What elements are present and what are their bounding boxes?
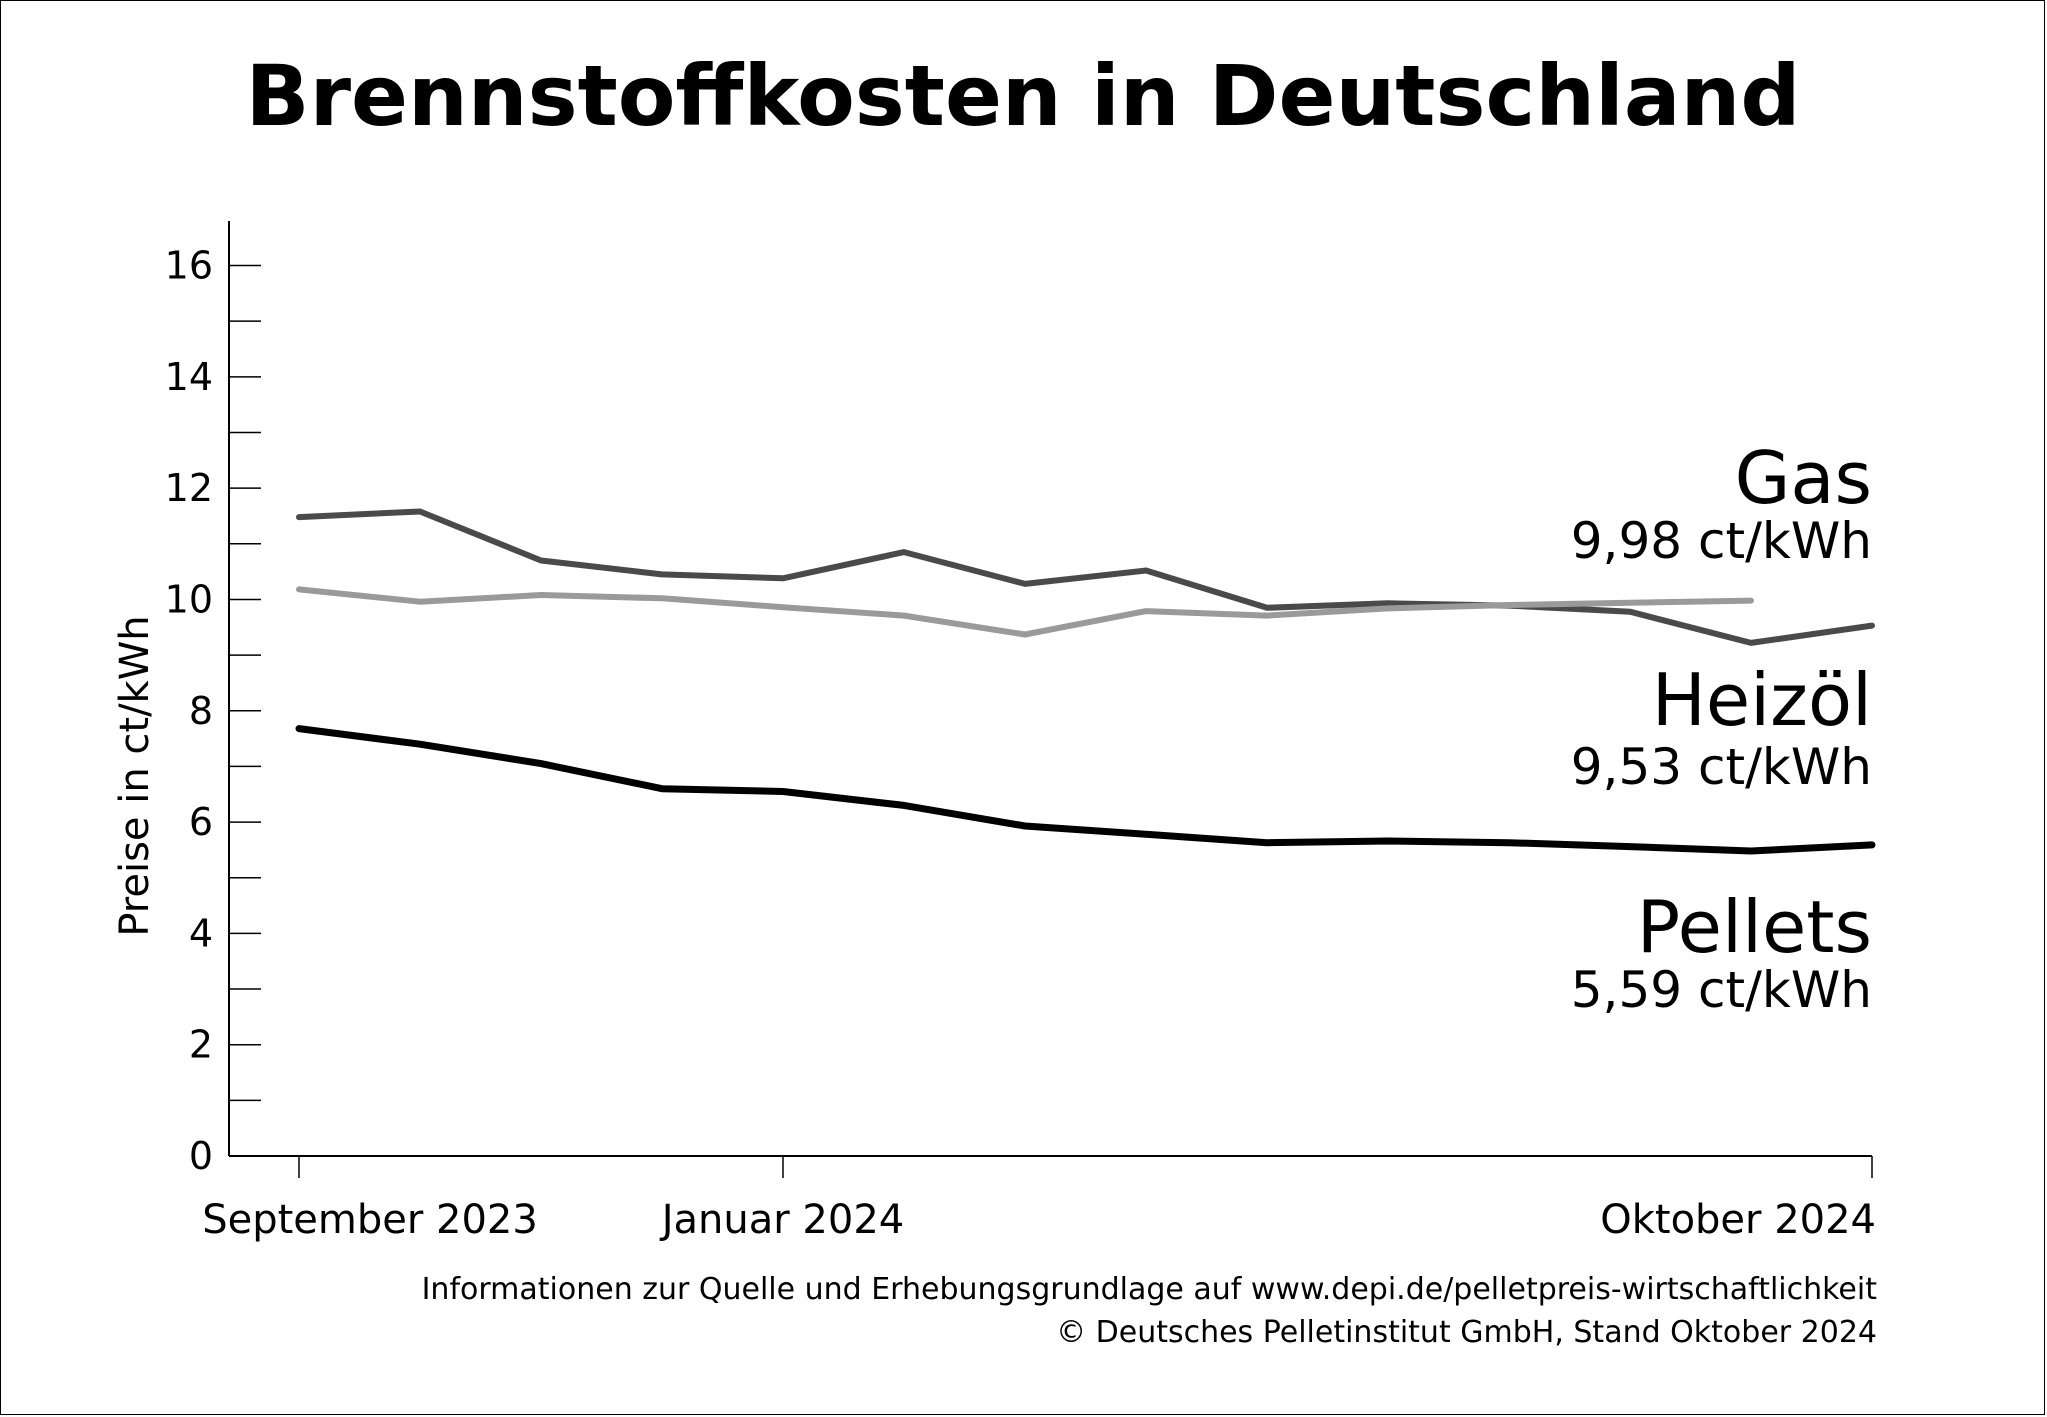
y-tick-label: 12 <box>165 466 213 510</box>
y-tick-label: 4 <box>189 911 213 955</box>
series-line-pellets <box>295 725 1876 855</box>
chart-title: Brennstoffkosten in Deutschland <box>246 47 1801 145</box>
x-tick-label: Januar 2024 <box>659 1197 904 1243</box>
footnote-copyright: © Deutsches Pelletinstitut GmbH, Stand O… <box>1056 1315 1877 1350</box>
series-label-heizoel: Heizöl <box>1652 658 1872 742</box>
series-lines <box>295 508 1876 855</box>
x-tick-label: Oktober 2024 <box>1600 1197 1876 1243</box>
series-value-gas: 9,98 ct/kWh <box>1571 512 1872 570</box>
series-line-heizoel <box>296 508 1875 646</box>
series-value-pellets: 5,59 ct/kWh <box>1571 961 1872 1019</box>
series-label-pellets: Pellets <box>1637 885 1872 969</box>
x-tick-label: September 2023 <box>202 1197 538 1243</box>
y-axis-label: Preise in ct/kWh <box>112 615 158 936</box>
y-tick-label: 16 <box>165 244 213 288</box>
y-tick-label: 14 <box>165 355 213 399</box>
y-tick-label: 8 <box>189 689 213 733</box>
y-tick-label: 0 <box>189 1134 213 1178</box>
y-tick-label: 6 <box>189 800 213 844</box>
axes: 0 2 4 6 8 10 12 14 16 September 2023 Januar 2024 Ok… <box>165 221 1876 1243</box>
series-label-gas: Gas <box>1735 436 1872 520</box>
y-tick-label: 2 <box>189 1023 213 1067</box>
y-tick-label: 10 <box>165 577 213 621</box>
series-line-gas <box>296 586 1754 638</box>
series-value-heizoel: 9,53 ct/kWh <box>1571 738 1872 796</box>
footnote-source: Informationen zur Quelle und Erhebungsgr… <box>422 1272 1878 1307</box>
